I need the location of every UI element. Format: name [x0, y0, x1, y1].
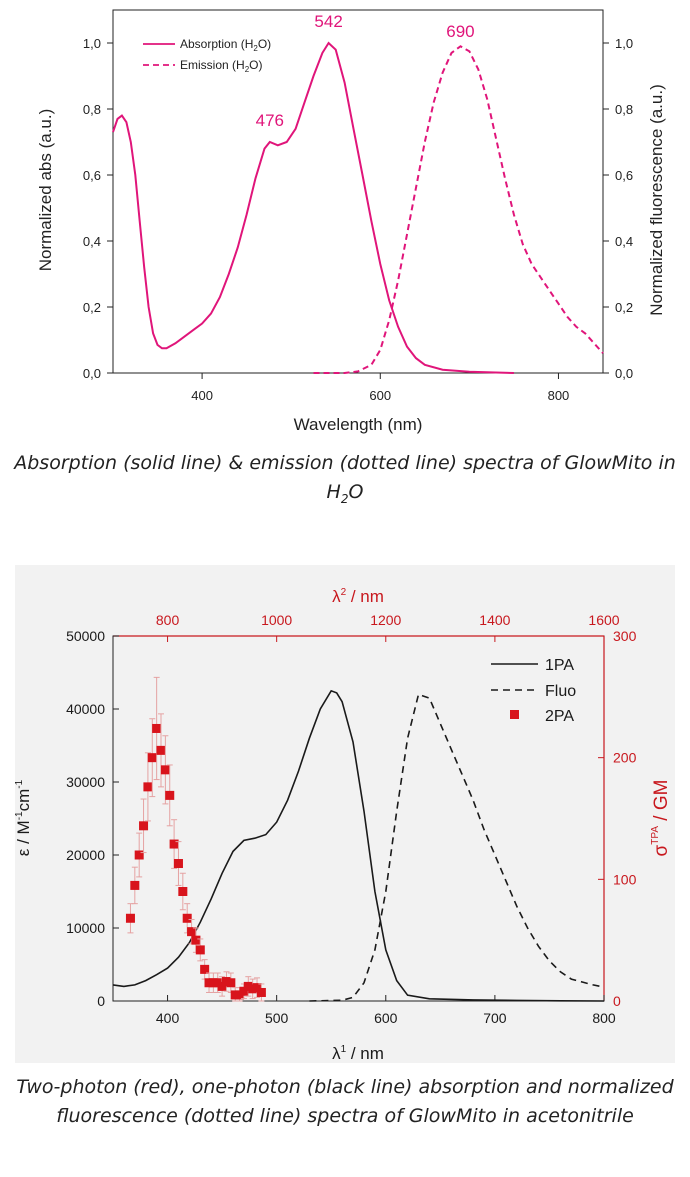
y-tick-label-right: 0,6 — [615, 168, 633, 183]
2pa-point — [134, 850, 144, 860]
absorption-line — [112, 41, 514, 374]
2pa-point — [156, 745, 166, 755]
absorption-emission-chart-panel: 400 600 800 0,0 0,0 0,2 0,2 0,4 0,4 0,6 0,6 0,8 0,8 1… — [15, 0, 675, 440]
y-tick-label-right: 0 — [613, 993, 621, 1009]
y-tick-label-right: 100 — [613, 871, 637, 887]
2pa-point — [187, 927, 197, 937]
plot-frame — [112, 9, 604, 374]
series-group — [112, 689, 605, 1002]
x-tick-label-bottom: 600 — [374, 1010, 398, 1026]
2pa-point — [191, 935, 201, 945]
2pa-point — [173, 859, 183, 869]
2pa-point — [226, 978, 236, 988]
2pa-point — [139, 821, 149, 831]
2pa-point — [130, 880, 140, 890]
2pa-point — [125, 913, 135, 923]
y-tick-label-left: 1,0 — [83, 36, 101, 51]
x-tick-label-bottom: 800 — [592, 1010, 616, 1026]
2pa-point — [143, 782, 153, 792]
y-tick-label-right: 300 — [613, 628, 637, 644]
y-tick-label-left: 0 — [97, 993, 105, 1009]
y-axis-right-label: Normalized fluorescence (a.u.) — [647, 84, 666, 315]
peak-annotation: 476 — [256, 111, 284, 130]
peak-annotation: 690 — [446, 22, 474, 41]
x-axis-bottom-label: λ1 / nm — [332, 1044, 384, 1063]
absorption-emission-chart: 400 600 800 0,0 0,0 0,2 0,2 0,4 0,4 0,6 0,6 0,8 0,8 1… — [36, 9, 666, 434]
y-axis-left-label: Normalized abs (a.u.) — [36, 109, 55, 272]
y-tick-label-left: 40000 — [66, 701, 105, 717]
y-tick-label-left: 0,2 — [83, 300, 101, 315]
y-tick-label-right: 0,0 — [615, 366, 633, 381]
x-tick-label-top: 1000 — [261, 612, 292, 628]
series-group — [112, 41, 604, 374]
2pa-point — [182, 913, 192, 923]
legend-emission-label: Emission (H2O) — [180, 58, 262, 74]
tick-group: 400 600 800 0,0 0,0 0,2 0,2 0,4 0,4 0,6 0,6 0,8 0,8 1… — [83, 36, 633, 403]
y-tick-label-right: 200 — [613, 750, 637, 766]
y-tick-label-right: 0,8 — [615, 102, 633, 117]
y-tick-label-left: 0,0 — [83, 366, 101, 381]
x-tick-label: 800 — [548, 388, 570, 403]
y-tick-label-right: 0,2 — [615, 300, 633, 315]
2pa-point — [160, 765, 170, 775]
y-tick-label-left: 10000 — [66, 920, 105, 936]
2pa-point — [152, 723, 162, 733]
legend-absorption-label: Absorption (H2O) — [180, 37, 271, 53]
y-tick-label-right: 0,4 — [615, 234, 633, 249]
figure1-caption: Absorption (solid line) & emission (dott… — [14, 452, 676, 506]
2pa-point — [252, 983, 262, 993]
x-tick-label-bottom: 700 — [483, 1010, 507, 1026]
2pa-point — [217, 981, 227, 991]
2pa-point — [195, 945, 205, 955]
y-axis-right-label: σTPA / GM — [650, 780, 672, 857]
x-tick-label-top: 1600 — [588, 612, 619, 628]
y-axis-left-label: ε / M-1cm-1 — [15, 779, 33, 856]
x-tick-label-top: 1200 — [370, 612, 401, 628]
x-tick-label-top: 1400 — [479, 612, 510, 628]
y-tick-label-left: 0,8 — [83, 102, 101, 117]
2pa-point — [200, 964, 210, 974]
legend: Absorption (H2O) Emission (H2O) — [143, 37, 271, 74]
annotation-group: 476 542 690 — [256, 12, 475, 130]
figure2-caption: Two-photon (red), one-photon (black line… — [16, 1076, 674, 1127]
x-axis-top-label: λ2 / nm — [332, 587, 384, 606]
1pa-line — [112, 689, 605, 1002]
2pa-point — [178, 887, 188, 896]
2pa-points-group — [125, 676, 266, 1002]
x-tick-label-top: 800 — [156, 612, 180, 628]
legend-2pa-swatch — [510, 710, 519, 719]
legend-1pa-label: 1PA — [545, 657, 574, 674]
y-tick-label-left: 20000 — [66, 847, 105, 863]
x-tick-label-bottom: 400 — [156, 1010, 180, 1026]
legend-fluo-label: Fluo — [545, 683, 576, 700]
x-tick-label-bottom: 500 — [265, 1010, 289, 1026]
fluo-line — [309, 693, 605, 1002]
2pa-point — [165, 790, 175, 800]
two-photon-chart-panel: 400 500 600 700 800 800 1000 1200 1400 1600 0 10000… — [14, 565, 675, 1063]
y-tick-label-left: 0,4 — [83, 234, 101, 249]
x-axis-label: Wavelength (nm) — [294, 415, 423, 434]
y-tick-label-right: 1,0 — [615, 36, 633, 51]
emission-line — [313, 45, 604, 374]
y-tick-label-left: 50000 — [66, 628, 105, 644]
legend-2pa-label: 2PA — [545, 708, 574, 725]
2pa-point — [147, 753, 157, 763]
2pa-point — [169, 839, 179, 849]
legend: 1PA Fluo 2PA — [491, 657, 576, 725]
y-tick-label-left: 30000 — [66, 774, 105, 790]
x-tick-label: 600 — [369, 388, 391, 403]
x-tick-label: 400 — [191, 388, 213, 403]
2pa-point — [256, 987, 266, 997]
peak-annotation: 542 — [314, 12, 342, 31]
2pa-point — [239, 986, 249, 996]
y-tick-label-left: 0,6 — [83, 168, 101, 183]
